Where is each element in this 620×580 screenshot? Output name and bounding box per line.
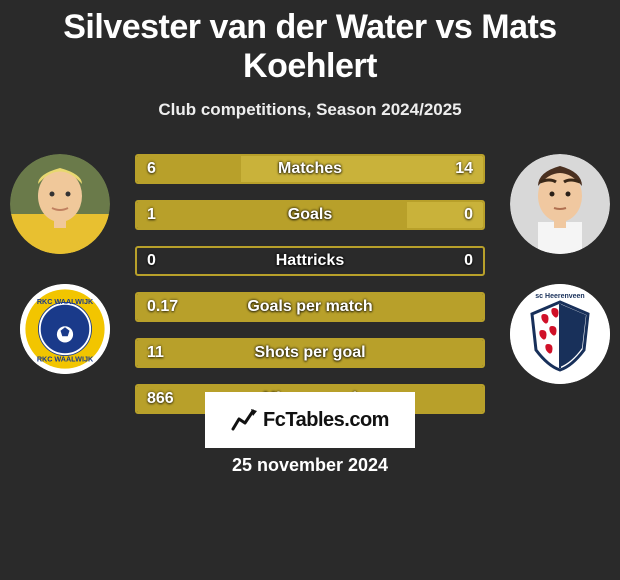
stat-row: 0.17Goals per match (135, 292, 485, 322)
stat-value-right: 0 (464, 248, 473, 274)
stat-bar-right (241, 156, 483, 182)
stat-bar-left (137, 294, 483, 320)
svg-text:sc Heerenveen: sc Heerenveen (535, 293, 584, 300)
player-right-avatar (510, 154, 610, 254)
player-left-avatar (10, 154, 110, 254)
stat-bars: 614Matches 10Goals 0 0Hattricks 0.17Goals pe… (135, 154, 485, 430)
stat-label: Hattricks (137, 248, 483, 274)
brand-icon (231, 407, 257, 433)
stat-row: 614Matches (135, 154, 485, 184)
stat-bar-left (137, 156, 241, 182)
stat-bar-left (137, 202, 407, 228)
brand-text: FcTables.com (263, 409, 389, 432)
club-right-logo: sc Heerenveen (510, 284, 610, 384)
svg-text:RKC WAALWIJK: RKC WAALWIJK (37, 354, 94, 363)
stat-value-left: 0 (147, 248, 156, 274)
svg-text:RKC WAALWIJK: RKC WAALWIJK (37, 297, 94, 306)
stat-row: 0 0Hattricks (135, 246, 485, 276)
club-left-logo: RKC WAALWIJK RKC WAALWIJK (20, 284, 110, 374)
stat-row: 11Shots per goal (135, 338, 485, 368)
subtitle: Club competitions, Season 2024/2025 (0, 100, 620, 120)
stat-row: 10Goals (135, 200, 485, 230)
stat-bar-right (407, 202, 483, 228)
stat-bar-left (137, 340, 483, 366)
footer-date: 25 november 2024 (0, 455, 620, 476)
page-title: Silvester van der Water vs Mats Koehlert (0, 0, 620, 86)
brand-badge: FcTables.com (205, 392, 415, 448)
